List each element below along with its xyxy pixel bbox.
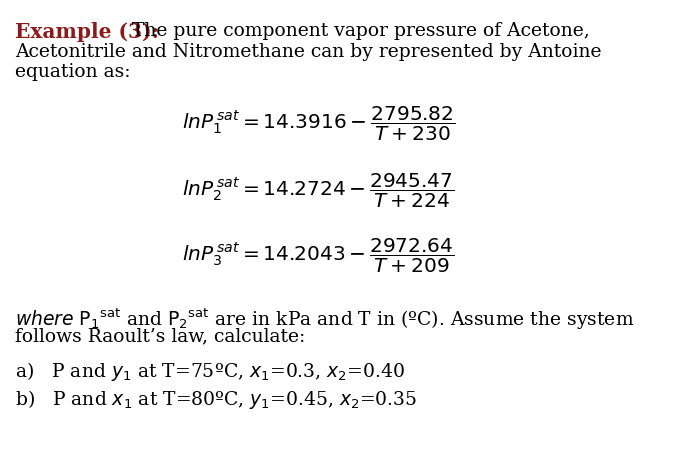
Text: b)   P and $x_1$ at T=80ºC, $y_1$=0.45, $x_2$=0.35: b) P and $x_1$ at T=80ºC, $y_1$=0.45, $x… xyxy=(15,388,418,411)
Text: $\mathit{ln}P_1^{\,sat} = 14.3916 - \dfrac{2795.82}{T + 230}$: $\mathit{ln}P_1^{\,sat} = 14.3916 - \dfr… xyxy=(182,105,456,143)
Text: equation as:: equation as: xyxy=(15,63,131,81)
Text: $\mathit{ln}P_2^{\,sat} = 14.2724 - \dfrac{2945.47}{T + 224}$: $\mathit{ln}P_2^{\,sat} = 14.2724 - \dfr… xyxy=(182,172,454,210)
Text: The pure component vapor pressure of Acetone,: The pure component vapor pressure of Ace… xyxy=(126,22,589,40)
Text: follows Raoult’s law, calculate:: follows Raoult’s law, calculate: xyxy=(15,328,306,346)
Text: Example (3):: Example (3): xyxy=(15,22,160,42)
Text: a)   P and $y_1$ at T=75ºC, $x_1$=0.3, $x_2$=0.40: a) P and $y_1$ at T=75ºC, $x_1$=0.3, $x_… xyxy=(15,360,405,383)
Text: $\mathit{ln}P_3^{\,sat} = 14.2043 - \dfrac{2972.64}{T + 209}$: $\mathit{ln}P_3^{\,sat} = 14.2043 - \dfr… xyxy=(182,237,454,275)
Text: Acetonitrile and Nitromethane can by represented by Antoine: Acetonitrile and Nitromethane can by rep… xyxy=(15,43,602,61)
Text: $\mathit{where}$ $\mathrm{P_1}^{\mathrm{sat}}$ and $\mathrm{P_2}^{\mathrm{sat}}$: $\mathit{where}$ $\mathrm{P_1}^{\mathrm{… xyxy=(15,307,635,332)
